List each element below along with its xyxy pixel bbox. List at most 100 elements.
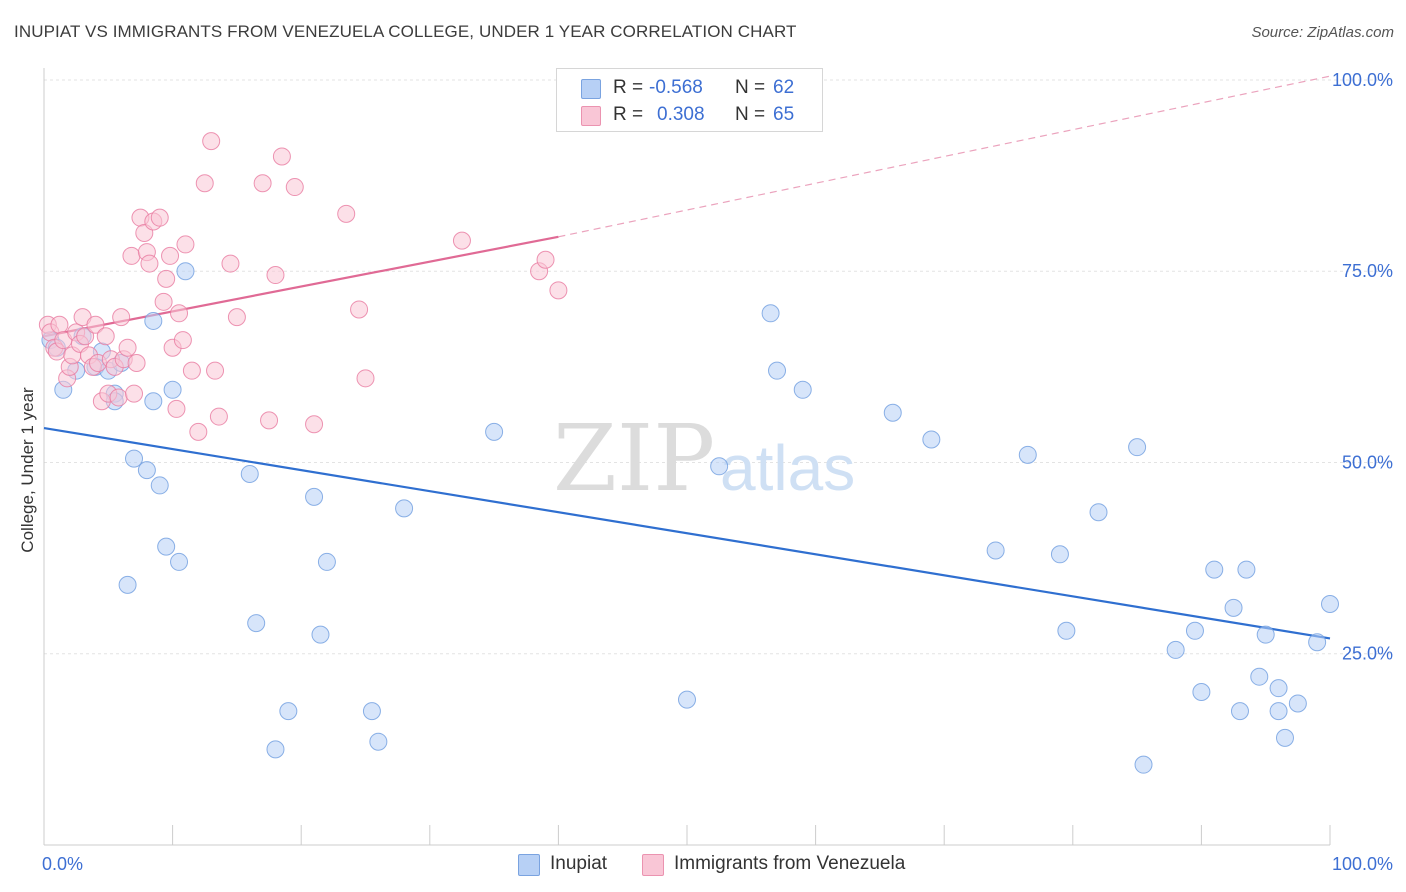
data-point	[1057, 621, 1076, 640]
bottom-legend-swatch-venezuela	[642, 854, 664, 876]
data-point	[1205, 560, 1224, 579]
data-point	[395, 499, 414, 518]
data-point	[86, 315, 105, 334]
data-point	[317, 552, 336, 571]
data-point	[161, 246, 180, 265]
data-point	[109, 388, 128, 407]
bottom-legend-swatch-inupiat	[518, 854, 540, 876]
data-point	[536, 250, 555, 269]
data-point	[922, 430, 941, 449]
bottom-legend-label-venezuela: Immigrants from Venezuela	[674, 853, 906, 874]
source-label: Source: ZipAtlas.com	[1251, 24, 1394, 41]
legend-n-label: N =	[735, 77, 766, 98]
data-point	[285, 178, 304, 197]
data-point	[485, 422, 504, 441]
y-axis-label: College, Under 1 year	[18, 387, 37, 553]
gridlines	[44, 79, 1392, 655]
y-tick-label: 100.0%	[1332, 70, 1393, 90]
data-point	[350, 300, 369, 319]
legend-swatch-inupiat	[581, 79, 601, 99]
data-point	[189, 422, 208, 441]
data-point	[362, 702, 381, 721]
data-point	[206, 361, 225, 380]
series-inupiat	[41, 262, 1339, 774]
legend-n-value: 65	[773, 104, 795, 125]
y-tick-label: 75.0%	[1342, 261, 1393, 281]
data-point	[157, 269, 176, 288]
data-point	[260, 411, 279, 430]
legend-swatch-venezuela	[581, 106, 601, 126]
trend-line	[43, 426, 1331, 640]
data-point	[144, 311, 163, 330]
legend-n-label: N =	[735, 104, 766, 125]
data-point	[125, 384, 144, 403]
data-point	[240, 464, 259, 483]
data-point	[305, 415, 324, 434]
data-point	[150, 208, 169, 227]
data-point	[173, 331, 192, 350]
data-point	[118, 575, 137, 594]
data-point	[1321, 595, 1339, 614]
data-point	[96, 327, 115, 346]
data-point	[761, 304, 780, 323]
data-point	[1230, 702, 1249, 721]
data-point	[1050, 545, 1069, 564]
bottom-legend-label-inupiat: Inupiat	[550, 853, 608, 874]
data-point	[1089, 503, 1108, 522]
data-point	[167, 399, 186, 418]
data-point	[1237, 560, 1256, 579]
x-tick-label: 0.0%	[42, 854, 83, 874]
data-point	[50, 315, 69, 334]
data-point	[118, 338, 137, 357]
data-point	[1308, 633, 1327, 652]
watermark: ZIP atlas	[553, 405, 855, 512]
data-point	[163, 380, 182, 399]
data-point	[356, 369, 375, 388]
series-venezuela	[38, 132, 568, 441]
correlation-legend: R = -0.568 N = 62 R = 0.308 N = 65	[556, 68, 823, 132]
data-point	[279, 702, 298, 721]
data-point	[157, 537, 176, 556]
data-point	[1018, 445, 1037, 464]
data-point	[140, 254, 159, 273]
legend-n-value: 62	[773, 77, 795, 98]
data-point	[768, 361, 787, 380]
legend-r-label: R =	[613, 77, 644, 98]
tick-labels: 25.0% 50.0% 75.0% 100.0% 0.0% 100.0%	[42, 70, 1393, 874]
x-tick-label: 100.0%	[1332, 854, 1393, 874]
y-tick-label: 50.0%	[1342, 452, 1393, 472]
data-point	[369, 732, 388, 751]
legend-r-value: -0.568	[649, 77, 703, 98]
axes	[43, 68, 1331, 846]
data-point	[150, 476, 169, 495]
data-point	[182, 361, 201, 380]
data-point	[176, 262, 195, 281]
data-point	[170, 304, 189, 323]
data-point	[793, 380, 812, 399]
data-point	[253, 174, 272, 193]
data-point	[1269, 679, 1288, 698]
data-point	[337, 204, 356, 223]
data-point	[1224, 598, 1243, 617]
watermark-atlas: atlas	[720, 432, 855, 504]
data-point	[122, 246, 141, 265]
data-point	[221, 254, 240, 273]
legend-r-label: R =	[613, 104, 644, 125]
data-point	[1288, 694, 1307, 713]
data-point	[170, 552, 189, 571]
data-point	[1275, 728, 1294, 747]
data-point	[1256, 625, 1275, 644]
data-point	[1128, 438, 1147, 457]
data-point	[227, 308, 246, 327]
data-point	[305, 487, 324, 506]
data-point	[272, 147, 291, 166]
chart-title: INUPIAT VS IMMIGRANTS FROM VENEZUELA COL…	[14, 22, 797, 41]
data-point	[76, 327, 95, 346]
data-point	[1269, 702, 1288, 721]
data-point	[883, 403, 902, 422]
data-point	[247, 614, 266, 633]
data-point	[710, 457, 729, 476]
data-point	[1185, 621, 1204, 640]
data-point	[127, 354, 146, 373]
